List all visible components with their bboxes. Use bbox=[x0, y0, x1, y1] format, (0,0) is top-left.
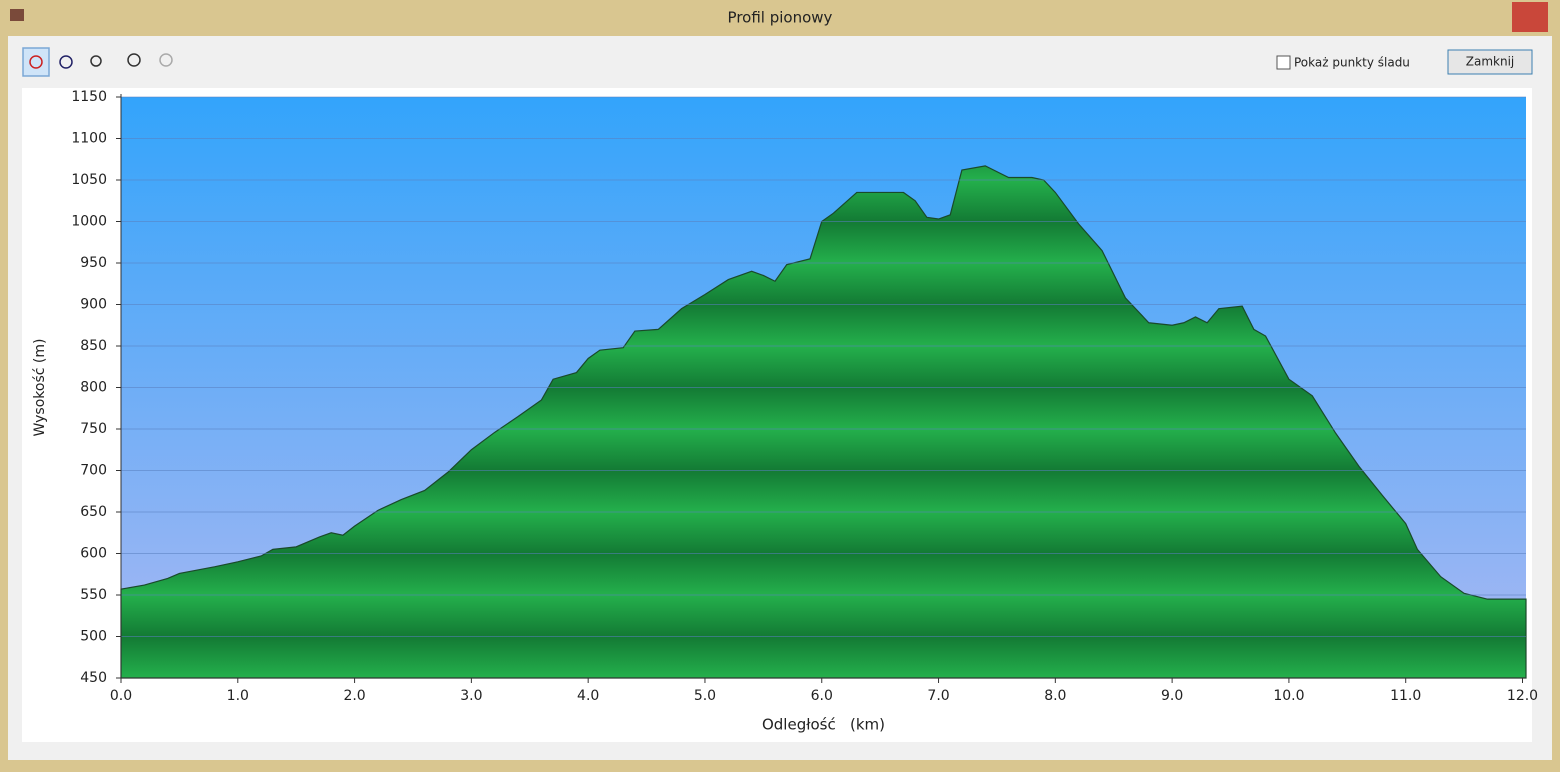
x-tick-label: 4.0 bbox=[577, 688, 599, 704]
y-tick-label: 500 bbox=[80, 629, 107, 645]
x-tick-label: 9.0 bbox=[1161, 688, 1183, 704]
x-tick-label: 2.0 bbox=[343, 688, 365, 704]
x-tick-label: 6.0 bbox=[811, 688, 833, 704]
y-tick-label: 1000 bbox=[71, 214, 107, 230]
y-tick-label: 550 bbox=[80, 587, 107, 603]
y-tick-label: 1050 bbox=[71, 172, 107, 188]
tool-zoom-out[interactable] bbox=[159, 53, 173, 67]
x-tick-label: 1.0 bbox=[227, 688, 249, 704]
y-tick-label: 850 bbox=[80, 338, 107, 354]
y-tick-label: 650 bbox=[80, 504, 107, 520]
y-tick-label: 750 bbox=[80, 421, 107, 437]
y-axis-label: Wysokość (m) bbox=[32, 339, 48, 437]
checkbox[interactable] bbox=[1276, 55, 1291, 70]
close-x[interactable] bbox=[1512, 2, 1548, 32]
y-tick-label: 900 bbox=[80, 297, 107, 313]
tool-select[interactable] bbox=[22, 47, 50, 77]
window-title: Profil pionowy bbox=[728, 9, 833, 27]
app-icon bbox=[10, 9, 24, 21]
x-tick-label: 0.0 bbox=[110, 688, 132, 704]
toolbar bbox=[22, 47, 173, 77]
y-tick-label: 950 bbox=[80, 255, 107, 271]
y-tick-label: 800 bbox=[80, 380, 107, 396]
x-tick-label: 8.0 bbox=[1044, 688, 1066, 704]
y-tick-label: 1150 bbox=[71, 89, 107, 105]
elevation-area bbox=[120, 165, 1527, 679]
tool-icon bbox=[29, 55, 43, 69]
close-button[interactable] bbox=[1447, 49, 1533, 75]
y-tick-label: 1100 bbox=[71, 131, 107, 147]
x-axis-label: Odległość (km) bbox=[762, 716, 885, 734]
x-tick-label: 12.0 bbox=[1507, 688, 1538, 704]
tool-pan[interactable] bbox=[59, 55, 73, 69]
tool-zoom-in[interactable] bbox=[127, 53, 141, 67]
x-tick-label: 10.0 bbox=[1273, 688, 1304, 704]
checkbox-label[interactable]: Pokaż punkty śladu bbox=[1294, 56, 1410, 70]
y-tick-label: 700 bbox=[80, 463, 107, 479]
y-tick-label: 450 bbox=[80, 670, 107, 686]
close-button-label[interactable]: Zamknij bbox=[1466, 55, 1515, 69]
tool-zoom-box[interactable] bbox=[90, 55, 102, 67]
x-tick-label: 11.0 bbox=[1390, 688, 1421, 704]
x-tick-label: 5.0 bbox=[694, 688, 716, 704]
x-tick-label: 7.0 bbox=[927, 688, 949, 704]
x-tick-label: 3.0 bbox=[460, 688, 482, 704]
y-tick-label: 600 bbox=[80, 546, 107, 562]
